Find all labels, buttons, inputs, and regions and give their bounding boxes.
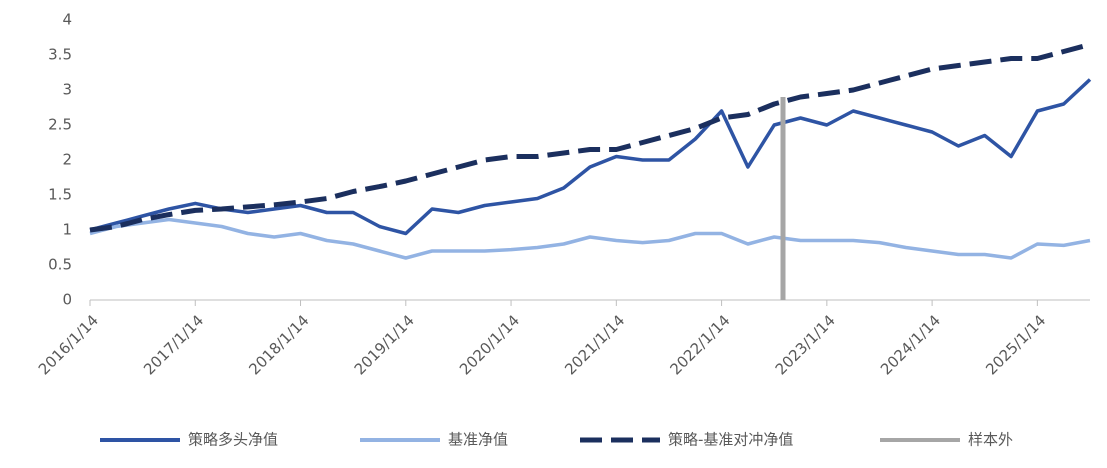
series-line (89, 217, 1091, 260)
x-tick-label: 2023/1/14 (772, 311, 839, 378)
x-tick-label: 2025/1/14 (982, 311, 1049, 378)
y-tick-label: 4 (62, 11, 72, 29)
legend-label: 样本外 (968, 431, 1013, 449)
series-line (89, 78, 1092, 236)
x-tick-label: 2018/1/14 (245, 311, 312, 378)
y-tick-label: 3.5 (48, 46, 72, 64)
legend-label: 基准净值 (448, 431, 508, 449)
y-tick-label: 2.5 (48, 116, 72, 134)
y-tick-label: 0 (62, 291, 72, 309)
x-tick-label: 2016/1/14 (35, 311, 102, 378)
x-tick-label: 2020/1/14 (456, 311, 523, 378)
legend-label: 策略-基准对冲净值 (668, 431, 793, 449)
x-tick-label: 2024/1/14 (877, 311, 944, 378)
legend-item: 基准净值 (360, 431, 508, 449)
x-tick-label: 2017/1/14 (140, 311, 207, 378)
y-tick-label: 1.5 (48, 186, 72, 204)
y-tick-label: 2 (62, 151, 72, 169)
legend-item: 样本外 (880, 431, 1013, 449)
x-tick-label: 2021/1/14 (561, 311, 628, 378)
y-tick-label: 0.5 (48, 256, 72, 274)
y-tick-label: 3 (62, 81, 72, 99)
y-tick-label: 1 (62, 221, 72, 239)
x-tick-label: 2019/1/14 (351, 311, 418, 378)
legend-item: 策略-基准对冲净值 (580, 431, 793, 449)
legend-label: 策略多头净值 (188, 431, 278, 449)
series-line (89, 42, 1091, 233)
legend-item: 策略多头净值 (100, 431, 278, 449)
x-tick-label: 2022/1/14 (666, 311, 733, 378)
